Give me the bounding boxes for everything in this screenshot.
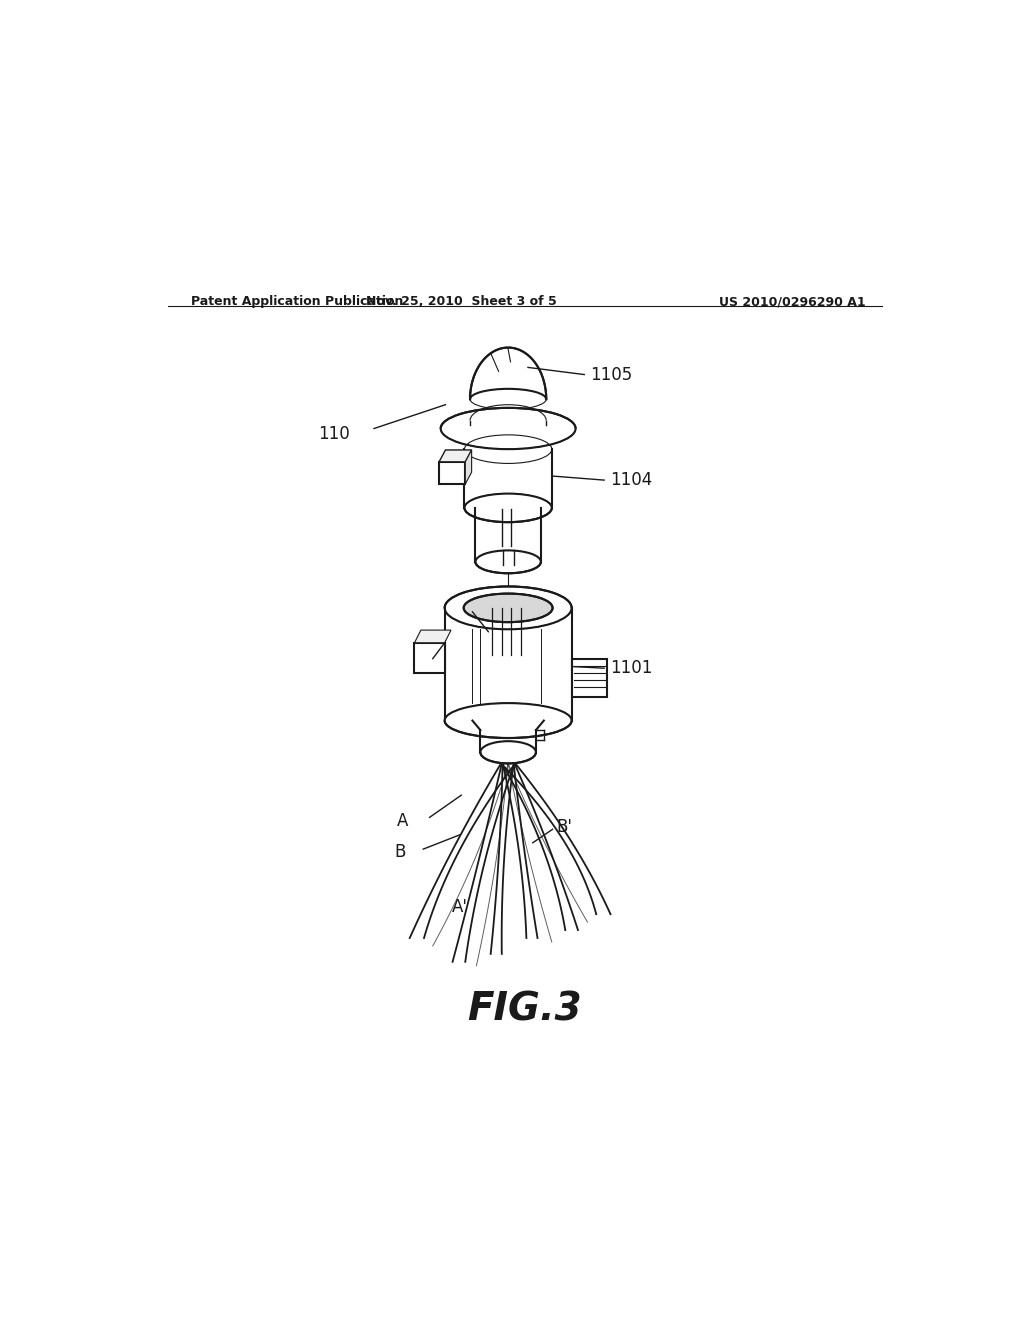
Text: US 2010/0296290 A1: US 2010/0296290 A1: [720, 296, 866, 308]
Polygon shape: [571, 659, 607, 697]
Ellipse shape: [464, 594, 553, 622]
Ellipse shape: [440, 408, 575, 449]
Text: A: A: [396, 812, 409, 830]
Polygon shape: [415, 630, 451, 643]
Polygon shape: [439, 462, 465, 484]
Text: A': A': [452, 899, 468, 916]
Polygon shape: [439, 450, 472, 462]
Text: 110: 110: [318, 425, 350, 444]
Polygon shape: [415, 643, 444, 673]
Text: 1101: 1101: [610, 659, 653, 677]
Text: Nov. 25, 2010  Sheet 3 of 5: Nov. 25, 2010 Sheet 3 of 5: [366, 296, 557, 308]
Text: B: B: [394, 843, 406, 862]
Ellipse shape: [480, 742, 536, 763]
Polygon shape: [465, 450, 472, 484]
Ellipse shape: [444, 704, 571, 738]
Text: 1105: 1105: [590, 366, 632, 384]
Polygon shape: [470, 347, 546, 399]
Text: Patent Application Publication: Patent Application Publication: [191, 296, 403, 308]
Ellipse shape: [465, 494, 552, 523]
Ellipse shape: [475, 550, 541, 573]
Text: B': B': [557, 818, 572, 836]
Text: 1104: 1104: [610, 471, 652, 490]
Text: FIG.3: FIG.3: [468, 990, 582, 1028]
Ellipse shape: [444, 586, 571, 630]
